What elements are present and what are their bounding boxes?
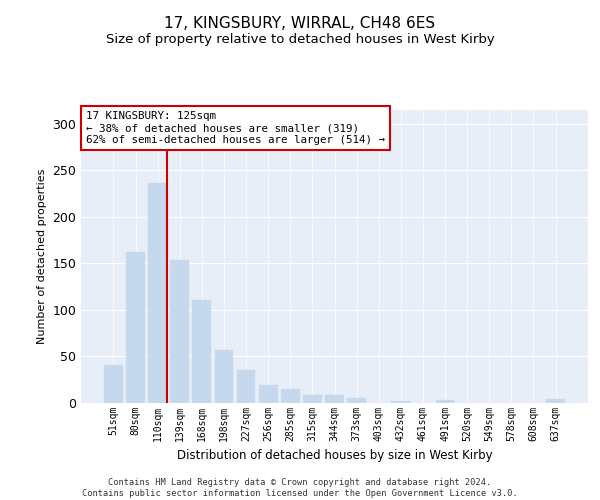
- Y-axis label: Number of detached properties: Number of detached properties: [37, 168, 47, 344]
- Text: 17, KINGSBURY, WIRRAL, CH48 6ES: 17, KINGSBURY, WIRRAL, CH48 6ES: [164, 16, 436, 31]
- Text: 17 KINGSBURY: 125sqm
← 38% of detached houses are smaller (319)
62% of semi-deta: 17 KINGSBURY: 125sqm ← 38% of detached h…: [86, 112, 385, 144]
- Bar: [236, 370, 256, 402]
- Bar: [281, 388, 299, 402]
- Bar: [170, 260, 189, 402]
- Bar: [215, 350, 233, 403]
- Bar: [325, 395, 344, 402]
- Bar: [104, 366, 123, 403]
- Bar: [546, 399, 565, 402]
- Bar: [193, 300, 211, 402]
- Bar: [259, 385, 278, 402]
- Bar: [126, 252, 145, 402]
- Bar: [347, 398, 366, 402]
- Bar: [436, 400, 454, 402]
- Bar: [303, 395, 322, 402]
- X-axis label: Distribution of detached houses by size in West Kirby: Distribution of detached houses by size …: [176, 449, 493, 462]
- Text: Size of property relative to detached houses in West Kirby: Size of property relative to detached ho…: [106, 32, 494, 46]
- Bar: [391, 400, 410, 402]
- Text: Contains HM Land Registry data © Crown copyright and database right 2024.
Contai: Contains HM Land Registry data © Crown c…: [82, 478, 518, 498]
- Bar: [148, 184, 167, 402]
